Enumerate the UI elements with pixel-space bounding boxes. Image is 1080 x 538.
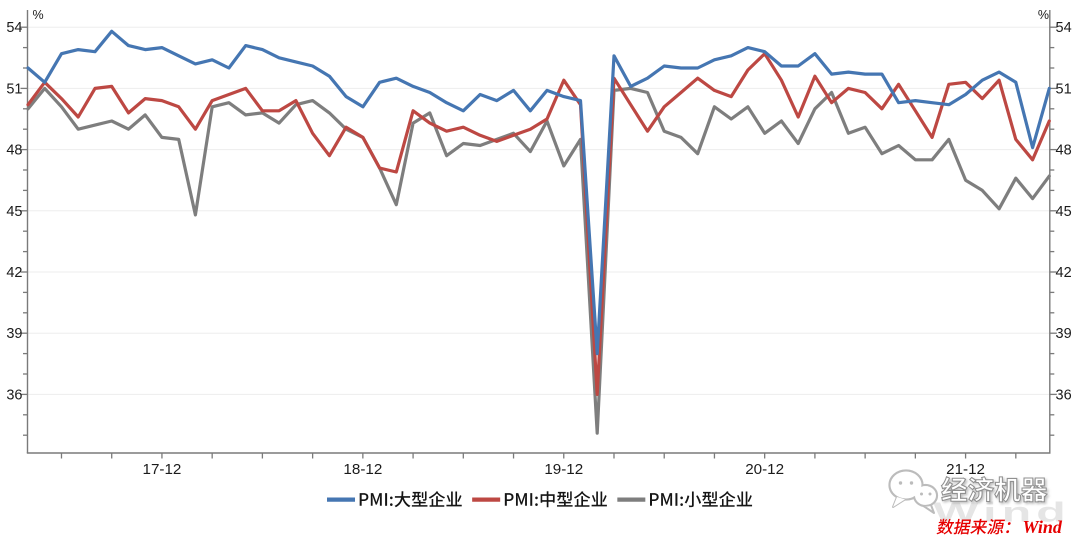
unit-label-right: % (1038, 8, 1049, 22)
y-axis-tick-label-left: 48 (6, 143, 22, 159)
y-axis-tick-label-right: 39 (1056, 326, 1072, 342)
unit-label-left: % (33, 8, 44, 22)
series-line-PMI:大型企业 (26, 29, 1051, 356)
x-axis-tick-label: 20-12 (745, 461, 784, 478)
source-note-latin: Wind (1023, 517, 1063, 537)
wechat-bubbles-icon (888, 469, 939, 514)
axis-unit-labels: %% (33, 8, 1050, 22)
y-axis-tick-label-right: 54 (1056, 20, 1072, 36)
series-line-PMI:小型企业 (26, 86, 1051, 435)
y-axis-tick-label-right: 51 (1056, 81, 1072, 97)
gridlines (27, 26, 1050, 395)
x-axis-tick-label: 21-12 (946, 461, 985, 478)
y-axis-labels-right: 36 39 42 45 48 51 54 (1056, 20, 1072, 403)
legend-item-label (504, 491, 607, 508)
y-axis-tick-label-right: 42 (1056, 265, 1072, 281)
y-axis-tick-label-left: 36 (6, 387, 22, 403)
y-axis-tick-label-left: 45 (6, 204, 22, 220)
logo-text-glyphs (940, 476, 1049, 503)
logo-text (940, 476, 1049, 503)
chart-legend (327, 491, 753, 508)
y-axis-tick-label-right: 48 (1056, 143, 1072, 159)
brand-footer: Wind (888, 469, 1063, 537)
x-axis-tick-label: 17-12 (143, 461, 182, 478)
y-axis-tick-label-left: 39 (6, 326, 22, 342)
data-series-lines (26, 29, 1051, 435)
x-axis-tick-label: 19-12 (544, 461, 583, 478)
axes (20, 10, 1057, 459)
y-axis-tick-label-left: 42 (6, 265, 22, 281)
x-axis-labels: 17-12 18-12 19-12 20-12 21-12 (143, 461, 986, 478)
source-note-cjk (936, 518, 1011, 535)
y-axis-tick-label-right: 45 (1056, 204, 1072, 220)
series-line-PMI:中型企业 (26, 52, 1051, 396)
y-axis-tick-label-left: 51 (6, 81, 22, 97)
data-source-note: Wind (936, 517, 1063, 537)
legend-item-label (359, 491, 462, 508)
y-axis-labels-left: 36 39 42 45 48 51 54 (6, 20, 22, 403)
x-axis-tick-label: 18-12 (343, 461, 382, 478)
legend-item-label (649, 491, 753, 508)
y-axis-tick-label-right: 36 (1056, 387, 1072, 403)
y-axis-tick-label-left: 54 (6, 20, 22, 36)
